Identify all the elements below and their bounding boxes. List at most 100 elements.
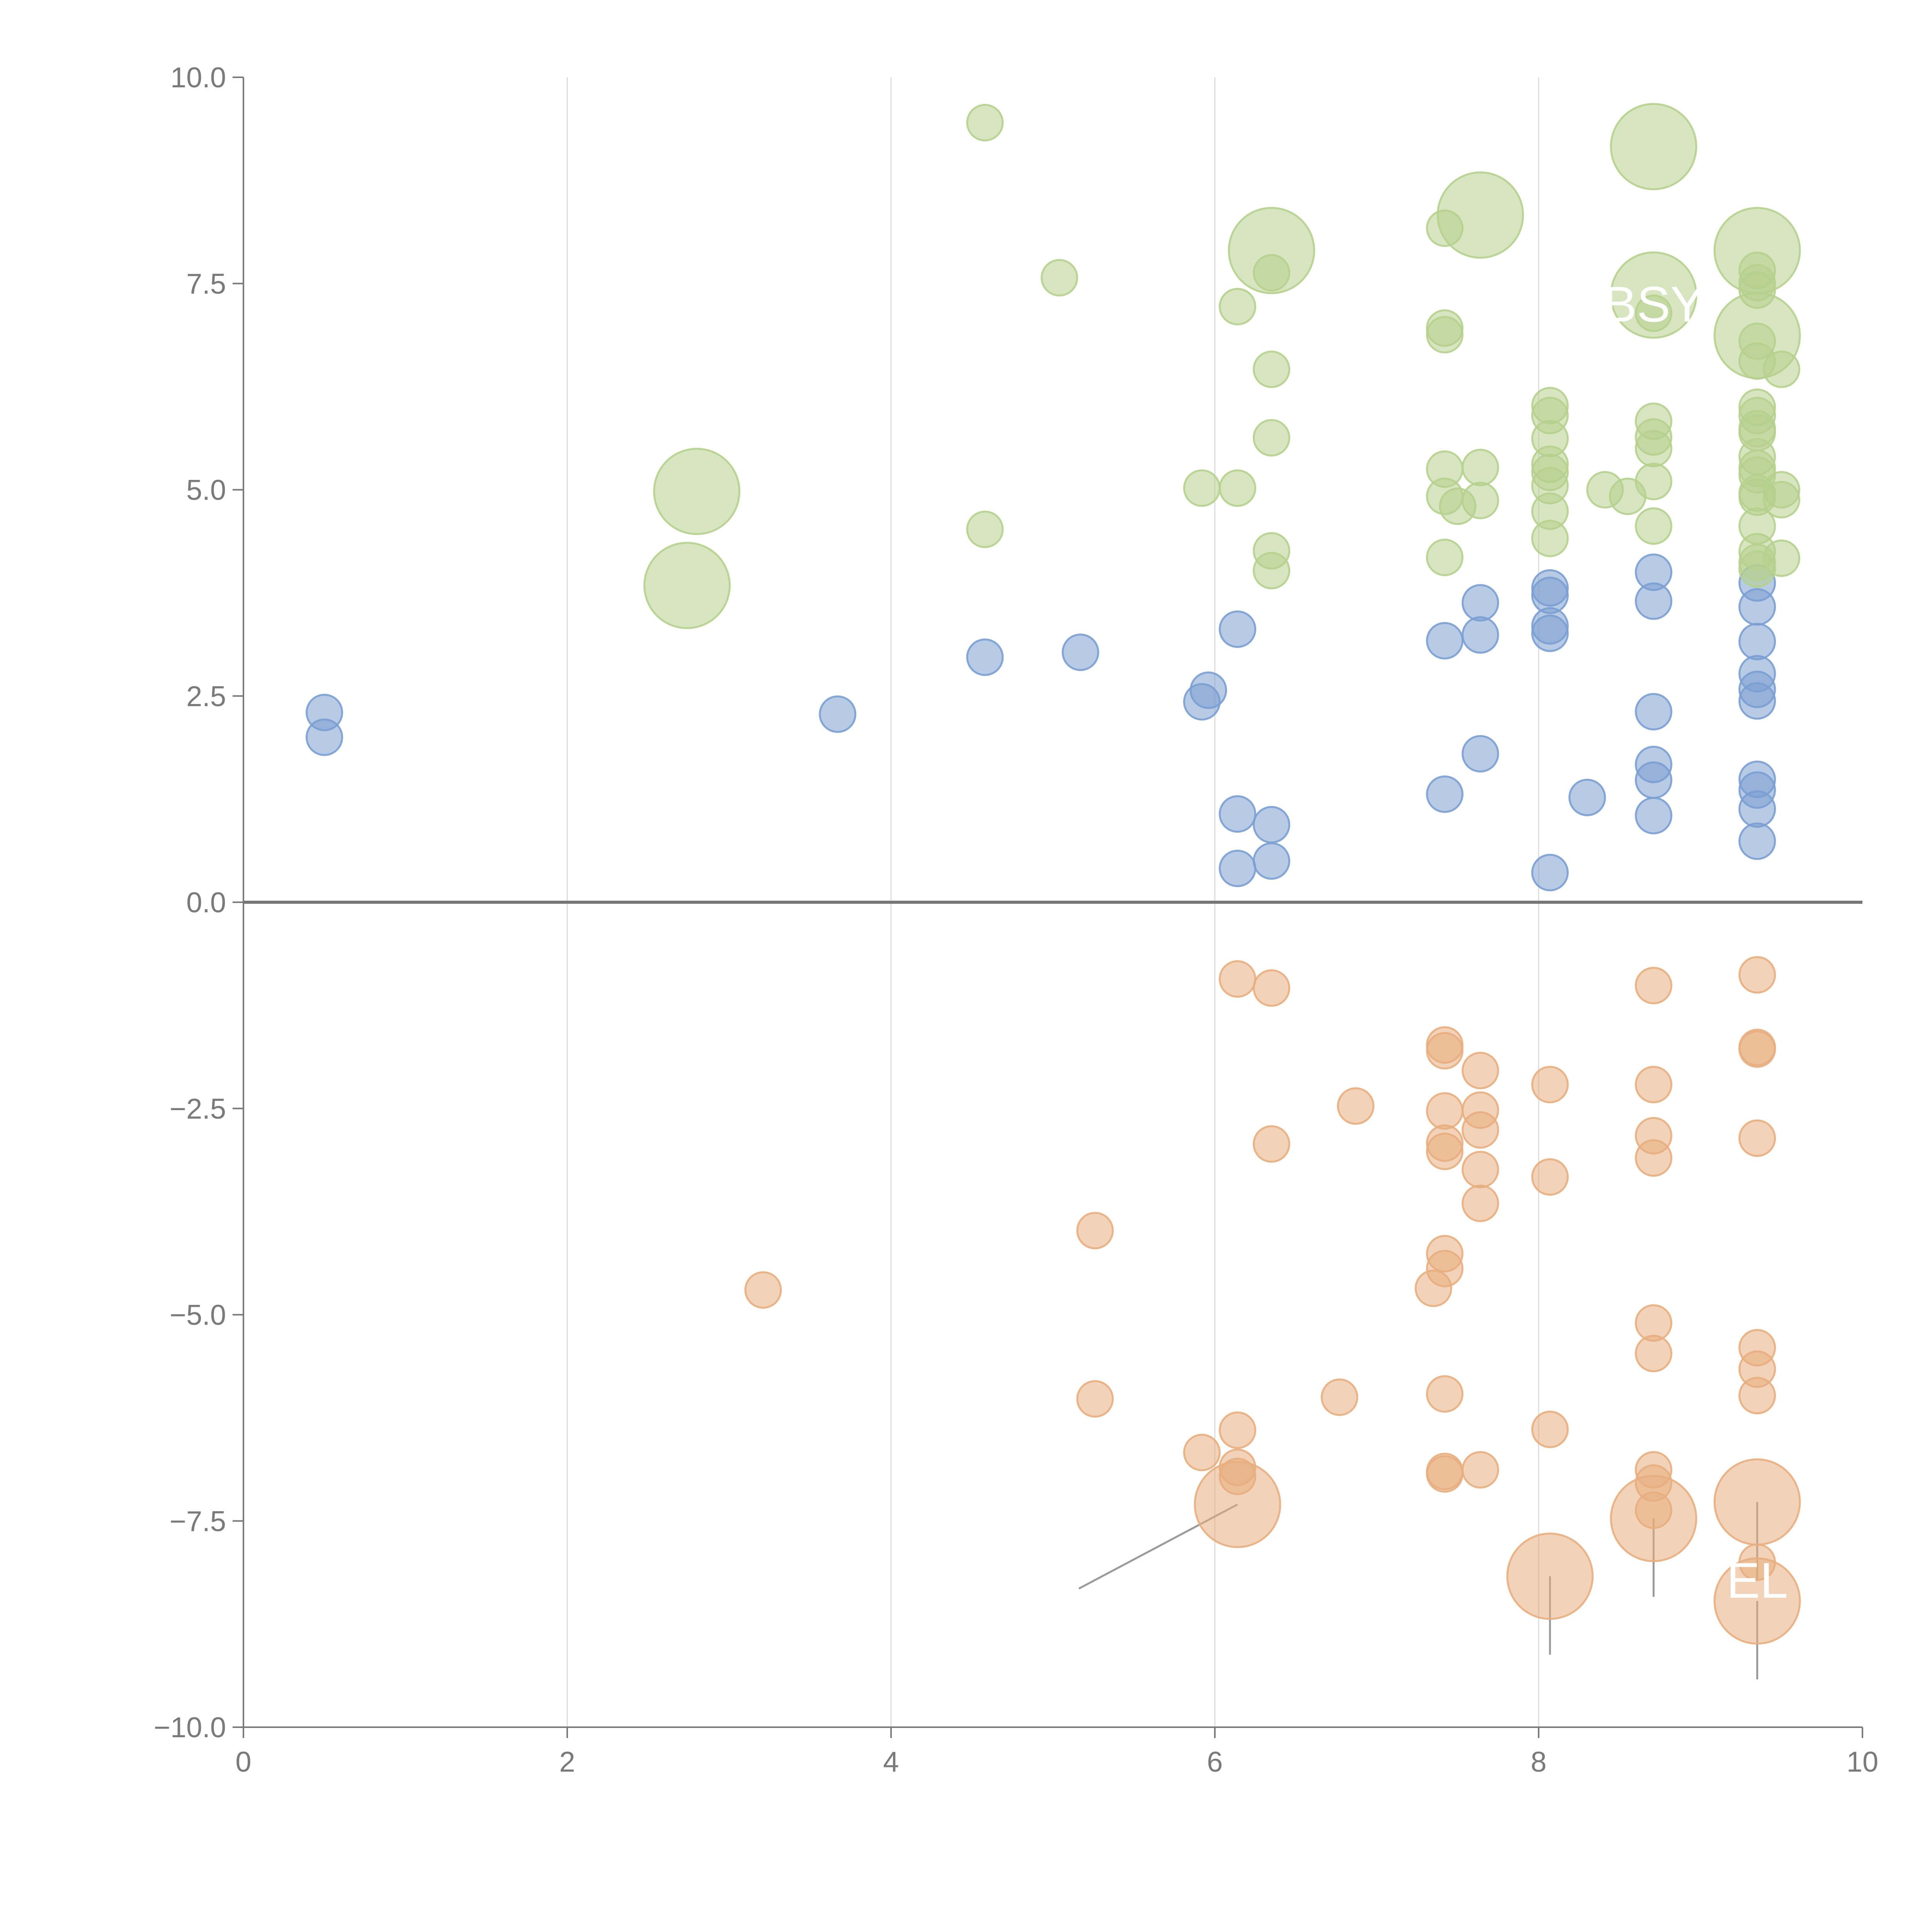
- bubble-orange[interactable]: [1461, 1184, 1499, 1222]
- bubble-orange[interactable]: [1426, 1032, 1464, 1070]
- bubble-orange[interactable]: [1738, 1119, 1776, 1157]
- bubble-blue[interactable]: [1634, 582, 1672, 620]
- bubble-orange[interactable]: [1219, 960, 1257, 998]
- bubble-orange[interactable]: [1461, 1111, 1499, 1149]
- bubble-green[interactable]: [1253, 350, 1291, 388]
- annotation-label: EL: [1726, 1552, 1788, 1609]
- bubble-green[interactable]: [1253, 254, 1291, 292]
- bubble-blue[interactable]: [1634, 693, 1672, 731]
- bubble-blue[interactable]: [1061, 633, 1099, 671]
- bubble-orange[interactable]: [1219, 1411, 1257, 1449]
- bubble-blue[interactable]: [1426, 775, 1464, 813]
- bubble-blue[interactable]: [1738, 588, 1776, 626]
- bubble-green[interactable]: [1219, 288, 1257, 326]
- bubble-orange[interactable]: [1713, 1458, 1801, 1546]
- bubble-orange[interactable]: [1634, 1139, 1672, 1177]
- bubble-green[interactable]: [1634, 507, 1672, 545]
- bubble-orange[interactable]: [1076, 1212, 1114, 1250]
- bubble-orange[interactable]: [1738, 1030, 1776, 1068]
- bubble-orange[interactable]: [1531, 1066, 1569, 1104]
- bubble-orange[interactable]: [1506, 1532, 1594, 1620]
- bubble-orange[interactable]: [1426, 1455, 1464, 1493]
- bubble-orange[interactable]: [1738, 1377, 1776, 1415]
- bubble-orange[interactable]: [1426, 1375, 1464, 1413]
- bubble-green[interactable]: [1437, 171, 1524, 259]
- bubble-orange[interactable]: [1531, 1410, 1569, 1448]
- bubble-green[interactable]: [1634, 430, 1672, 468]
- bubble-green[interactable]: [1219, 469, 1257, 507]
- bubble-orange[interactable]: [1461, 1451, 1499, 1489]
- bubble-blue[interactable]: [1253, 806, 1291, 844]
- bubble-green[interactable]: [1763, 350, 1800, 388]
- bubble-blue[interactable]: [1219, 795, 1257, 833]
- bubble-orange[interactable]: [1461, 1052, 1499, 1090]
- bubble-orange[interactable]: [1183, 1434, 1221, 1471]
- bubble-orange[interactable]: [1253, 1125, 1291, 1163]
- bubble-orange[interactable]: [1337, 1087, 1375, 1125]
- bubble-green[interactable]: [643, 542, 731, 629]
- bubble-green[interactable]: [1041, 259, 1078, 297]
- x-tick-label: 2: [559, 1746, 575, 1778]
- bubble-green[interactable]: [1426, 539, 1464, 577]
- bubble-green[interactable]: [1426, 316, 1464, 354]
- bubble-orange[interactable]: [1426, 1092, 1464, 1130]
- x-tick-label: 0: [235, 1746, 251, 1778]
- bubble-green[interactable]: [966, 104, 1004, 141]
- bubble-blue[interactable]: [1219, 849, 1257, 887]
- x-tick-label: 6: [1207, 1746, 1223, 1778]
- bubble-orange[interactable]: [1426, 1133, 1464, 1170]
- x-tick-label: 4: [883, 1746, 899, 1778]
- bubble-blue[interactable]: [1253, 842, 1291, 880]
- bubble-blue[interactable]: [966, 638, 1004, 676]
- bubble-blue[interactable]: [1738, 790, 1776, 828]
- bubble-green[interactable]: [1228, 207, 1315, 294]
- bubble-blue[interactable]: [1531, 614, 1569, 652]
- bubble-orange[interactable]: [1634, 967, 1672, 1005]
- y-tick-label: 10.0: [170, 61, 226, 94]
- bubble-green[interactable]: [1253, 552, 1291, 590]
- bubble-blue[interactable]: [1568, 779, 1606, 816]
- bubble-orange[interactable]: [1634, 1335, 1672, 1372]
- bubble-orange[interactable]: [1426, 1250, 1464, 1287]
- bubble-green[interactable]: [1634, 294, 1672, 332]
- bubble-blue[interactable]: [1634, 761, 1672, 799]
- bubble-orange[interactable]: [744, 1271, 782, 1309]
- bubble-layer: [306, 103, 1801, 1645]
- bubble-blue[interactable]: [1461, 616, 1499, 654]
- bubble-blue[interactable]: [1634, 797, 1672, 835]
- bubble-blue[interactable]: [1219, 610, 1257, 648]
- bubble-orange[interactable]: [1194, 1461, 1281, 1548]
- bubble-green[interactable]: [1763, 539, 1800, 577]
- bubble-green[interactable]: [1253, 419, 1291, 457]
- bubble-orange[interactable]: [1713, 1557, 1801, 1645]
- bubble-blue[interactable]: [1738, 622, 1776, 660]
- bubble-orange[interactable]: [1321, 1378, 1359, 1416]
- bubble-green[interactable]: [966, 510, 1004, 548]
- bubble-blue[interactable]: [1738, 682, 1776, 720]
- bubble-orange[interactable]: [1253, 969, 1291, 1007]
- bubble-orange[interactable]: [1634, 1066, 1672, 1104]
- bubble-blue[interactable]: [1189, 671, 1227, 709]
- bubble-blue[interactable]: [819, 695, 857, 733]
- bubble-green[interactable]: [1531, 519, 1569, 557]
- bubble-orange[interactable]: [1531, 1158, 1569, 1196]
- y-tick-label: 2.5: [186, 680, 226, 712]
- bubble-blue[interactable]: [1738, 822, 1776, 860]
- bubble-orange[interactable]: [1461, 1151, 1499, 1189]
- bubble-green[interactable]: [1634, 463, 1672, 500]
- bubble-green[interactable]: [1461, 481, 1499, 519]
- bubble-orange[interactable]: [1076, 1380, 1114, 1418]
- bubble-green[interactable]: [1763, 481, 1800, 519]
- bubble-orange[interactable]: [1738, 956, 1776, 994]
- bubble-green[interactable]: [1461, 449, 1499, 486]
- bubble-green[interactable]: [1610, 103, 1697, 190]
- bubble-green[interactable]: [653, 447, 741, 535]
- bubble-blue[interactable]: [1461, 584, 1499, 622]
- bubble-blue[interactable]: [1426, 622, 1464, 660]
- bubble-blue[interactable]: [1461, 735, 1499, 773]
- bubble-blue[interactable]: [306, 718, 343, 756]
- bubble-blue[interactable]: [1531, 854, 1569, 891]
- bubble-orange[interactable]: [1610, 1475, 1697, 1562]
- bubble-green[interactable]: [1183, 469, 1221, 507]
